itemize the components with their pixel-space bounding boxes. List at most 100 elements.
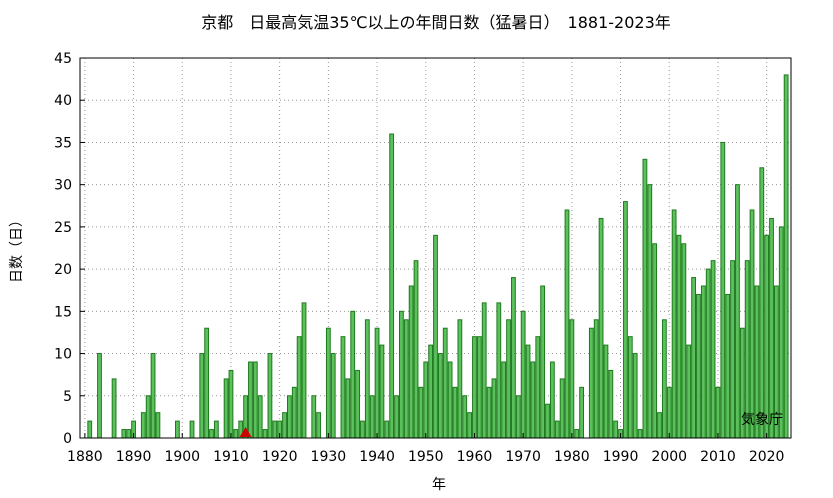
bar-1980: [569, 319, 575, 439]
bar-2010: [715, 386, 721, 439]
bar-1999: [661, 319, 667, 439]
bar-1955: [447, 361, 453, 439]
y-tick-label: 25: [54, 220, 72, 236]
bar-1944: [394, 395, 399, 439]
y-tick-label: 20: [54, 262, 72, 278]
x-tick-label: 2020: [749, 449, 785, 465]
bar-2017: [749, 209, 755, 439]
bar-2005: [691, 277, 697, 439]
bar-1918: [267, 353, 273, 439]
bar-1992: [627, 336, 633, 439]
bar-1967: [506, 319, 511, 439]
bar-2023: [778, 226, 784, 439]
y-axis-label: 日数（日）: [9, 213, 25, 283]
source-credit: 気象庁: [741, 412, 783, 428]
bar-2021: [769, 217, 774, 439]
y-tick-label: 35: [54, 135, 72, 151]
bar-2013: [730, 260, 735, 439]
bar-2004: [686, 344, 692, 439]
x-tick-label: 1930: [311, 449, 347, 465]
bar-1888: [121, 429, 127, 439]
bar-1984: [588, 327, 594, 439]
bar-1905: [204, 327, 210, 439]
bar-1915: [252, 361, 258, 439]
bar-1894: [150, 353, 156, 439]
bar-1996: [647, 184, 653, 439]
bar-1911: [233, 429, 239, 439]
bar-1951: [428, 344, 434, 439]
bar-2002: [676, 234, 682, 439]
bar-1997: [652, 243, 658, 439]
bar-2007: [700, 285, 706, 439]
bar-2024: [783, 74, 789, 439]
bar-1921: [282, 412, 287, 439]
bar-1889: [126, 429, 132, 439]
bar-1986: [598, 217, 604, 439]
bar-1941: [379, 344, 385, 439]
bar-1973: [535, 336, 541, 439]
bar-1976: [549, 361, 555, 439]
bar-1971: [525, 344, 531, 439]
bar-1969: [515, 395, 521, 439]
bar-1952: [433, 234, 438, 439]
y-tick-label: 10: [54, 347, 72, 363]
y-tick-label: 45: [54, 51, 72, 67]
bar-2019: [759, 167, 765, 439]
bar-1886: [111, 378, 117, 439]
bar-1998: [657, 412, 662, 439]
bar-1994: [637, 429, 643, 439]
chart-title: 京都 日最高気温35℃以上の年間日数（猛暑日） 1881-2023年: [201, 13, 671, 32]
bar-1960: [472, 336, 477, 439]
x-tick-label: 1990: [603, 449, 639, 465]
bar-2011: [720, 141, 726, 439]
bar-1916: [257, 395, 263, 439]
bar-1965: [496, 302, 502, 439]
bar-2000: [666, 386, 672, 439]
bar-1934: [345, 378, 351, 439]
bar-1964: [491, 378, 497, 439]
bar-1931: [330, 353, 336, 439]
x-tick-label: 2000: [651, 449, 687, 465]
x-tick-label: 1900: [164, 449, 200, 465]
bar-1977: [554, 420, 560, 439]
bar-2009: [710, 260, 716, 439]
x-tick-label: 1940: [359, 449, 395, 465]
bar-1904: [199, 353, 205, 439]
bar-1942: [384, 420, 390, 439]
bar-1968: [511, 277, 516, 439]
bars: [87, 74, 789, 439]
markers: [239, 427, 252, 437]
bar-1995: [642, 158, 648, 439]
bar-2008: [705, 268, 711, 439]
bar-1963: [486, 386, 492, 439]
bar-1985: [593, 319, 599, 439]
bar-1957: [457, 319, 463, 439]
bar-2012: [725, 293, 731, 439]
bar-1949: [418, 386, 424, 439]
bar-1956: [452, 386, 458, 439]
x-tick-label: 1950: [408, 449, 444, 465]
bar-1989: [613, 420, 619, 439]
bar-1953: [437, 353, 443, 439]
bar-1910: [228, 369, 234, 439]
bar-1933: [340, 336, 346, 439]
bar-1895: [155, 412, 161, 439]
bar-1959: [467, 412, 472, 439]
bar-1902: [189, 420, 195, 439]
bar-1923: [291, 386, 297, 439]
bar-1982: [579, 386, 585, 439]
bar-1935: [350, 310, 356, 439]
x-axis-label: 年: [432, 477, 446, 493]
bar-1893: [145, 395, 151, 439]
plot-frame: [79, 57, 792, 439]
bar-1930: [325, 327, 331, 439]
bar-1899: [175, 420, 180, 439]
bar-1909: [223, 378, 229, 439]
x-tick-label: 1910: [213, 449, 249, 465]
bar-2014: [735, 184, 740, 439]
bar-1958: [462, 395, 468, 439]
bar-2003: [681, 243, 687, 439]
bar-1928: [316, 412, 322, 439]
bar-1917: [262, 429, 268, 439]
